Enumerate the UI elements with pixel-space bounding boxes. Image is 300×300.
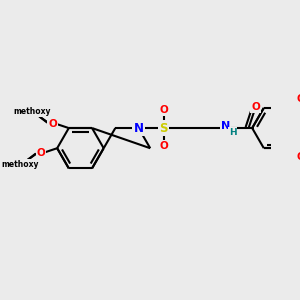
Text: methoxy: methoxy [2,160,39,169]
Text: O: O [296,152,300,162]
Text: O: O [159,141,168,151]
Text: O: O [48,118,57,129]
Text: O: O [159,105,168,115]
Text: S: S [159,122,168,135]
Text: N: N [134,122,144,135]
Text: N: N [221,121,230,131]
Text: O: O [37,148,45,158]
Text: O: O [251,102,260,112]
Text: methoxy: methoxy [14,107,51,116]
Text: H: H [229,128,236,137]
Text: O: O [296,94,300,104]
